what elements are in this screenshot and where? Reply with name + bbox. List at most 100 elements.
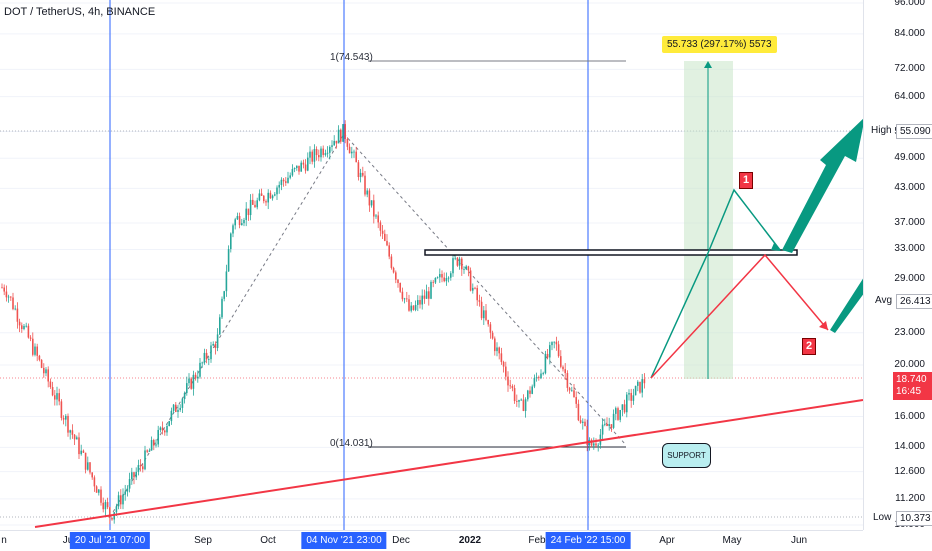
candle-body [626,394,628,413]
candle-body [194,374,197,379]
price-tick: 49.000 [894,152,925,164]
candle-body [538,377,540,379]
candle-body [128,479,131,489]
candle-body [379,222,382,231]
candle-body [597,444,599,446]
candle-body [608,424,610,427]
candle-body [148,450,151,452]
candle-body [434,277,437,283]
avg-label: Avg [875,295,893,306]
price-tick: 14.000 [894,441,925,453]
candle-body [643,379,646,384]
resistance-box [424,249,798,256]
candle-body [491,332,494,339]
candle-body [298,165,300,172]
candle-body [351,151,353,154]
candle-body [254,204,256,208]
candle-body [485,310,487,320]
candle-body [265,201,267,203]
candle-body [630,392,632,401]
candle-body [586,425,588,446]
time-tick: 2022 [458,535,482,546]
price-axis[interactable]: 96.00084.00072.00064.00055.00049.00043.0… [863,0,932,530]
candle-body [186,383,188,394]
price-chart[interactable] [0,0,863,530]
candle-body [639,381,641,393]
candle-body [133,472,135,478]
candles-series [1,120,646,524]
candle-body [551,342,553,346]
candle-body [109,507,111,518]
candle-body [522,399,525,411]
candle-body [144,450,146,470]
candle-body [344,124,346,139]
candle-body [329,146,331,153]
candle-body [302,162,305,165]
candle-body [531,386,533,394]
candle-body [238,216,241,226]
candle-body [91,472,93,478]
projection-marker-2: 2 [802,338,816,355]
price-tick: 11.200 [895,492,925,504]
low-label: Low [873,512,892,523]
candle-body [3,287,5,292]
candle-body [71,430,74,435]
candle-body [610,424,613,428]
candle-body [320,148,322,158]
candle-body [388,245,390,257]
candle-body [533,377,536,387]
candle-body [454,257,456,259]
candle-body [80,450,82,455]
candle-body [632,395,635,401]
candle-body [432,281,434,283]
candle-body [111,517,113,520]
candle-body [62,417,65,420]
candle-body [16,308,19,322]
candle-body [210,345,212,360]
candle-body [139,465,142,467]
candle-body [373,200,375,217]
candle-body [458,258,461,266]
candle-body [252,199,254,205]
candle-body [428,291,430,299]
candle-body [476,288,478,301]
price-tick: 23.000 [894,326,925,338]
candle-body [67,415,69,433]
candle-body [56,393,58,400]
candle-body [73,434,76,440]
candle-body [58,393,60,402]
candle-body [584,421,586,426]
candle-body [287,177,289,183]
candle-body [271,195,274,199]
candle-body [18,321,21,326]
candle-body [245,208,247,220]
time-marker-flag: 20 Jul '21 07:00 [69,532,151,549]
candle-body [408,299,410,311]
price-tick: 72.000 [894,63,925,75]
candle-body [412,305,415,310]
candle-body [384,233,386,241]
candle-body [104,502,107,510]
candle-body [159,427,162,430]
candle-body [414,304,417,310]
candle-body [573,390,575,398]
candle-body [505,366,507,377]
candle-body [170,410,173,422]
candle-body [38,355,41,360]
price-tick: 16.000 [894,410,925,422]
candle-body [507,376,509,386]
price-tick: 12.600 [894,465,925,477]
candle-body [568,387,571,391]
candle-body [282,179,285,182]
projection-path-2 [650,253,829,379]
time-axis[interactable]: n Ju Sep Oct Dec 2022 Feb Apr May Jun 20… [0,530,863,551]
candle-body [291,169,294,176]
candle-body [192,374,195,389]
candle-body [436,277,439,279]
candle-body [483,310,485,319]
candle-body [122,494,124,505]
candle-body [177,409,179,412]
candle-body [289,175,291,178]
candle-body [47,369,49,382]
candle-body [25,325,27,327]
